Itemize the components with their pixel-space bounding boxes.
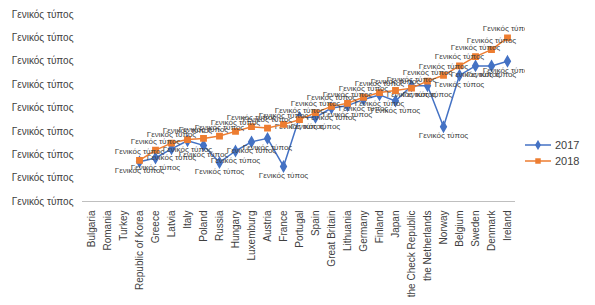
svg-text:Norway: Norway bbox=[438, 211, 449, 245]
svg-text:Japan: Japan bbox=[390, 211, 401, 238]
svg-text:Γενικός τύπος: Γενικός τύπος bbox=[195, 167, 245, 176]
svg-text:Spain: Spain bbox=[310, 211, 321, 237]
svg-text:Romania: Romania bbox=[102, 210, 113, 250]
svg-text:Republic of Korea: Republic of Korea bbox=[134, 210, 145, 290]
svg-text:Greece: Greece bbox=[150, 210, 161, 243]
svg-text:Γενικός τύπος: Γενικός τύπος bbox=[483, 24, 525, 33]
svg-text:Γενικός τύπος: Γενικός τύπος bbox=[146, 153, 197, 163]
svg-text:Γενικός τύπος: Γενικός τύπος bbox=[12, 9, 74, 20]
svg-text:Γενικός τύπος: Γενικός τύπος bbox=[12, 79, 74, 90]
svg-text:Γενικός τύπος: Γενικός τύπος bbox=[419, 62, 469, 71]
svg-text:Γενικός τύπος: Γενικός τύπος bbox=[290, 99, 341, 109]
html-text:2018: 2018 bbox=[555, 154, 580, 167]
svg-text:Γενικός τύπος: Γενικός τύπος bbox=[274, 106, 325, 116]
svg-text:the Netherlands: the Netherlands bbox=[422, 211, 433, 282]
svg-text:Belgium: Belgium bbox=[454, 211, 465, 247]
svg-text:Germany: Germany bbox=[358, 211, 369, 252]
svg-text:Γενικός τύπος: Γενικός τύπος bbox=[259, 171, 309, 180]
svg-text:Γενικός τύπος: Γενικός τύπος bbox=[12, 55, 74, 66]
svg-text:Γενικός τύπος: Γενικός τύπος bbox=[483, 66, 525, 75]
svg-text:Γενικός τύπος: Γενικός τύπος bbox=[131, 163, 181, 172]
svg-text:Γενικός τύπος: Γενικός τύπος bbox=[115, 147, 165, 156]
svg-text:Γενικός τύπος: Γενικός τύπος bbox=[12, 126, 74, 137]
svg-text:Γενικός τύπος: Γενικός τύπος bbox=[178, 150, 229, 159]
svg-text:Russia: Russia bbox=[214, 210, 225, 241]
svg-text:Turkey: Turkey bbox=[118, 211, 129, 241]
svg-text:Hungary: Hungary bbox=[230, 211, 241, 249]
svg-text:Γενικός τύπος: Γενικός τύπος bbox=[12, 172, 74, 183]
svg-text:Γενικός τύπος: Γενικός τύπος bbox=[403, 90, 453, 99]
svg-text:Γενικός τύπος: Γενικός τύπος bbox=[211, 156, 261, 165]
svg-text:Luxemburg: Luxemburg bbox=[246, 211, 257, 261]
svg-text:Latvia: Latvia bbox=[166, 210, 177, 237]
svg-text:Γενικός τύπος: Γενικός τύπος bbox=[402, 67, 453, 77]
svg-text:Italy: Italy bbox=[182, 211, 193, 229]
svg-text:Γενικός τύπος: Γενικός τύπος bbox=[243, 143, 293, 152]
svg-text:Portugal: Portugal bbox=[294, 211, 305, 248]
svg-text:Austria: Austria bbox=[262, 210, 273, 242]
svg-text:Finland: Finland bbox=[374, 211, 385, 244]
svg-text:Great Britain: Great Britain bbox=[326, 211, 337, 267]
svg-text:the Check Republic: the Check Republic bbox=[406, 211, 417, 298]
svg-text:Γενικός τύπος: Γενικός τύπος bbox=[371, 106, 421, 115]
svg-text:Lithuania: Lithuania bbox=[342, 210, 353, 251]
svg-text:Denmark: Denmark bbox=[486, 210, 497, 252]
svg-text:Bulgaria: Bulgaria bbox=[86, 210, 97, 247]
svg-text:Poland: Poland bbox=[198, 211, 209, 242]
svg-text:Γενικός τύπος: Γενικός τύπος bbox=[291, 122, 341, 131]
svg-text:Γενικός τύπος: Γενικός τύπος bbox=[12, 149, 74, 160]
html-text:2017: 2017 bbox=[555, 138, 580, 151]
svg-text:Γενικός τύπος: Γενικός τύπος bbox=[12, 102, 74, 113]
svg-text:Γενικός τύπος: Γενικός τύπος bbox=[12, 196, 74, 207]
svg-text:Γενικός τύπος: Γενικός τύπος bbox=[12, 32, 74, 43]
svg-text:Ireland: Ireland bbox=[502, 211, 513, 242]
svg-text:Γενικός τύπος: Γενικός τύπος bbox=[419, 131, 469, 140]
svg-text:Γενικός τύπος: Γενικός τύπος bbox=[450, 43, 501, 53]
svg-text:Sweden: Sweden bbox=[470, 211, 481, 247]
svg-text:France: France bbox=[278, 210, 289, 242]
svg-text:Γενικός τύπος: Γενικός τύπος bbox=[130, 136, 181, 146]
svg-text:Γενικός τύπος: Γενικός τύπος bbox=[467, 36, 517, 45]
svg-text:Γενικός τύπος: Γενικός τύπος bbox=[435, 80, 485, 89]
svg-text:Γενικός τύπος: Γενικός τύπος bbox=[435, 52, 485, 61]
